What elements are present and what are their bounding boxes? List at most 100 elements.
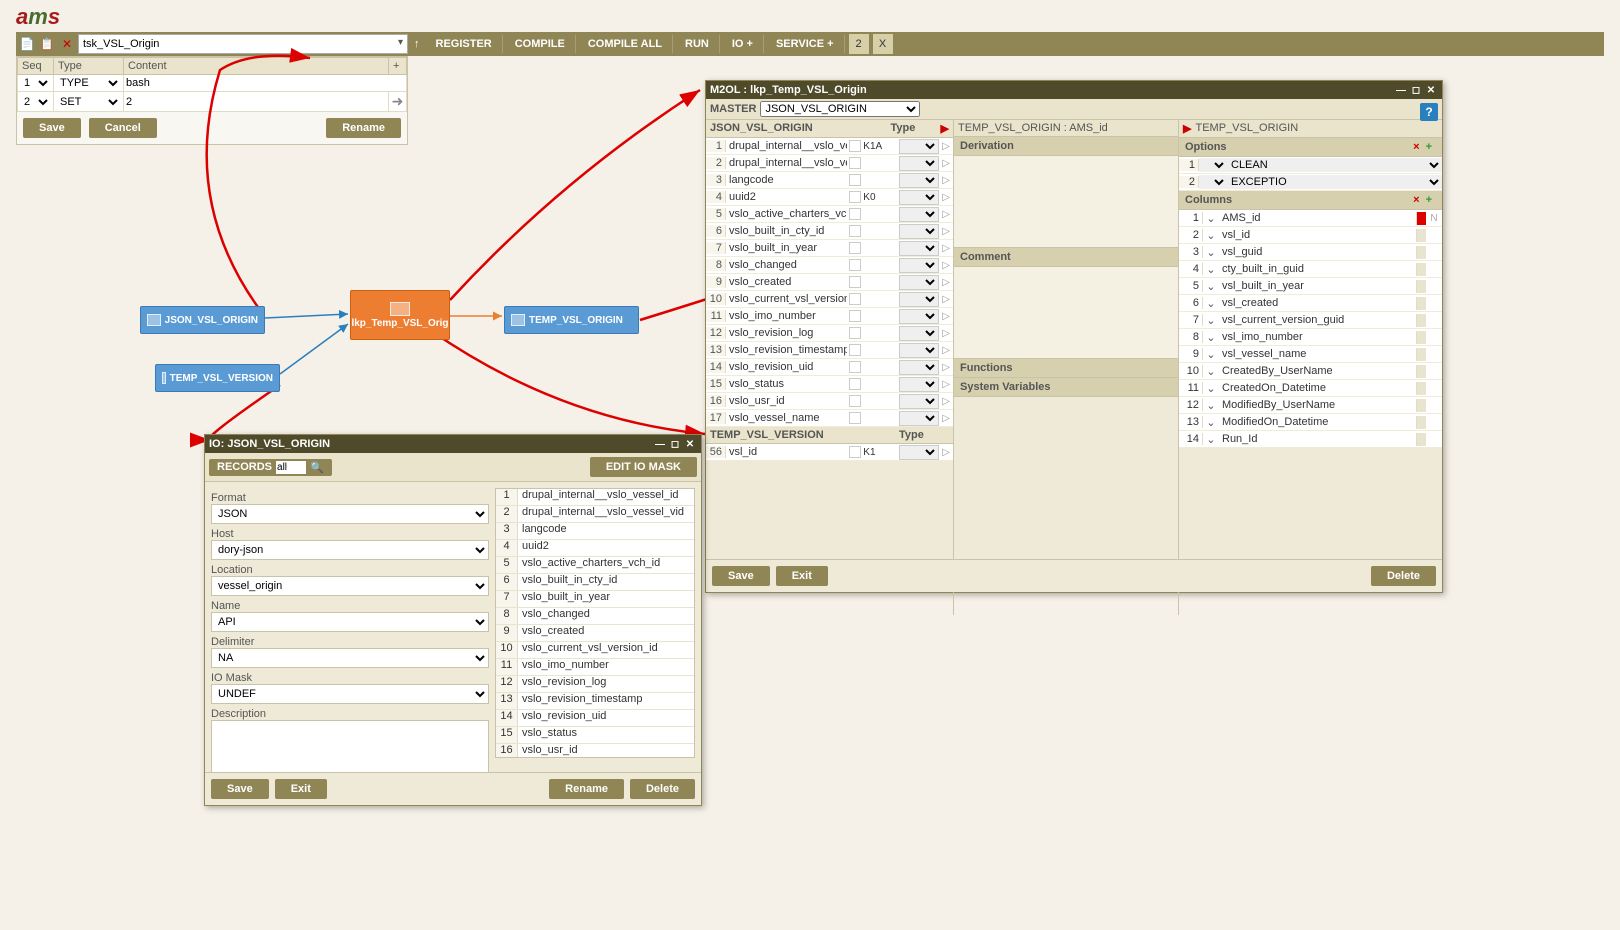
go-icon[interactable]: ▷ [939,328,953,339]
dropdown-icon[interactable]: ⌄ [1203,365,1219,378]
go-icon[interactable]: ▷ [939,396,953,407]
go-icon[interactable]: ▷ [939,413,953,424]
action-icon[interactable]: ➜ [389,92,407,112]
node-temp-vsl-origin[interactable]: TEMP_VSL_ORIGIN [504,306,639,334]
field-row[interactable]: 4uuid2K0▷ [706,189,953,206]
io-save-button[interactable]: Save [211,779,269,799]
column-row[interactable]: 13⌄ModifiedOn_Datetime [1179,414,1442,431]
m2ol-exit-button[interactable]: Exit [776,566,828,586]
io-field-row[interactable]: 16vslo_usr_id [496,744,694,758]
io-rename-button[interactable]: Rename [549,779,624,799]
checkbox[interactable] [849,208,861,220]
go-icon[interactable]: ▷ [939,141,953,152]
io-field-row[interactable]: 2drupal_internal__vslo_vessel_vid [496,506,694,523]
type-select[interactable] [899,173,939,188]
search-icon[interactable]: 🔍 [310,461,324,474]
io-field-row[interactable]: 13vslo_revision_timestamp [496,693,694,710]
save-button[interactable]: Save [23,118,81,138]
io-field-row[interactable]: 9vslo_created [496,625,694,642]
field-row[interactable]: 17vslo_vessel_name▷ [706,410,953,427]
service-button[interactable]: SERVICE + [766,35,845,53]
node-lkp-temp[interactable]: lkp_Temp_VSL_Orig [350,290,450,340]
records-pill[interactable]: RECORDS🔍 [209,459,332,476]
checkbox[interactable] [849,310,861,322]
checkbox[interactable] [849,412,861,424]
field-row[interactable]: 12vslo_revision_log▷ [706,325,953,342]
io-titlebar[interactable]: IO: JSON_VSL_ORIGIN —◻✕ [205,435,701,453]
up-icon[interactable]: ↑ [410,38,424,50]
arrow-icon[interactable]: ▶ [941,122,949,135]
seq-2-select[interactable]: 2 [20,95,51,109]
checkbox[interactable] [849,174,861,186]
field-row[interactable]: 2drupal_internal__vslo_vessel_vid▷ [706,155,953,172]
checkbox[interactable] [849,446,861,458]
checkbox[interactable] [849,276,861,288]
edit-io-mask-button[interactable]: EDIT IO MASK [590,457,697,477]
checkbox[interactable] [849,242,861,254]
delimiter-select[interactable]: NA [211,648,489,668]
type-select[interactable] [899,224,939,239]
badge-2[interactable]: 2 [849,34,869,54]
type-select[interactable] [899,292,939,307]
search-input[interactable]: ▾ [78,34,408,54]
name-select[interactable]: API [211,612,489,632]
go-icon[interactable]: ▷ [939,260,953,271]
dropdown-icon[interactable]: ⌄ [1203,263,1219,276]
go-icon[interactable]: ▷ [939,379,953,390]
io-field-row[interactable]: 12vslo_revision_log [496,676,694,693]
io-field-row[interactable]: 6vslo_built_in_cty_id [496,574,694,591]
location-select[interactable]: vessel_origin [211,576,489,596]
column-row[interactable]: 8⌄vsl_imo_number [1179,329,1442,346]
checkbox[interactable] [849,344,861,356]
column-row[interactable]: 4⌄cty_built_in_guid [1179,261,1442,278]
go-icon[interactable]: ▷ [939,226,953,237]
checkbox[interactable] [849,293,861,305]
dropdown-icon[interactable]: ⌄ [1203,280,1219,293]
type-select[interactable] [899,156,939,171]
type-2-select[interactable]: SET [56,95,121,109]
field-row[interactable]: 9vslo_created▷ [706,274,953,291]
format-select[interactable]: JSON [211,504,489,524]
delete-icon[interactable]: ✕ [58,35,76,53]
option-row[interactable]: 2EXCEPTIO [1179,174,1442,191]
compile-all-button[interactable]: COMPILE ALL [578,35,673,53]
column-row[interactable]: 2⌄vsl_id [1179,227,1442,244]
opt-value-select[interactable]: CLEAN [1227,158,1442,172]
node-temp-vsl-version[interactable]: TEMP_VSL_VERSION [155,364,280,392]
io-field-row[interactable]: 7vslo_built_in_year [496,591,694,608]
opt-num-select[interactable] [1199,175,1227,189]
column-row[interactable]: 14⌄Run_Id [1179,431,1442,448]
io-field-row[interactable]: 8vslo_changed [496,608,694,625]
compile-button[interactable]: COMPILE [505,35,576,53]
go-icon[interactable]: ▷ [939,243,953,254]
type-select[interactable] [899,326,939,341]
checkbox[interactable] [849,157,861,169]
maximize-icon[interactable]: ◻ [668,437,682,451]
field-row[interactable]: 7vslo_built_in_year▷ [706,240,953,257]
go-icon[interactable]: ▷ [939,311,953,322]
cancel-button[interactable]: Cancel [89,118,157,138]
remove-icon[interactable]: × [1411,194,1421,206]
field-row[interactable]: 16vslo_usr_id▷ [706,393,953,410]
type-select[interactable] [899,445,939,460]
type-select[interactable] [899,360,939,375]
io-button[interactable]: IO + [722,35,764,53]
dropdown-icon[interactable]: ⌄ [1203,399,1219,412]
maximize-icon[interactable]: ◻ [1409,83,1423,97]
remove-icon[interactable]: × [1411,141,1421,153]
iomask-select[interactable]: UNDEF [211,684,489,704]
opt-num-select[interactable] [1199,158,1227,172]
field-row[interactable]: 56vsl_idK1▷ [706,444,953,461]
column-row[interactable]: 7⌄vsl_current_version_guid [1179,312,1442,329]
add-icon[interactable]: + [1422,141,1436,153]
search-field[interactable] [79,35,407,53]
field-row[interactable]: 10vslo_current_vsl_version_id▷ [706,291,953,308]
column-row[interactable]: 6⌄vsl_created [1179,295,1442,312]
m2ol-titlebar[interactable]: M2OL : lkp_Temp_VSL_Origin — ◻ ✕ [706,81,1442,99]
io-field-row[interactable]: 10vslo_current_vsl_version_id [496,642,694,659]
column-row[interactable]: 11⌄CreatedOn_Datetime [1179,380,1442,397]
dropdown-icon[interactable]: ⌄ [1203,433,1219,446]
seq-1-select[interactable]: 1 [20,76,51,90]
io-field-row[interactable]: 4uuid2 [496,540,694,557]
type-select[interactable] [899,139,939,154]
